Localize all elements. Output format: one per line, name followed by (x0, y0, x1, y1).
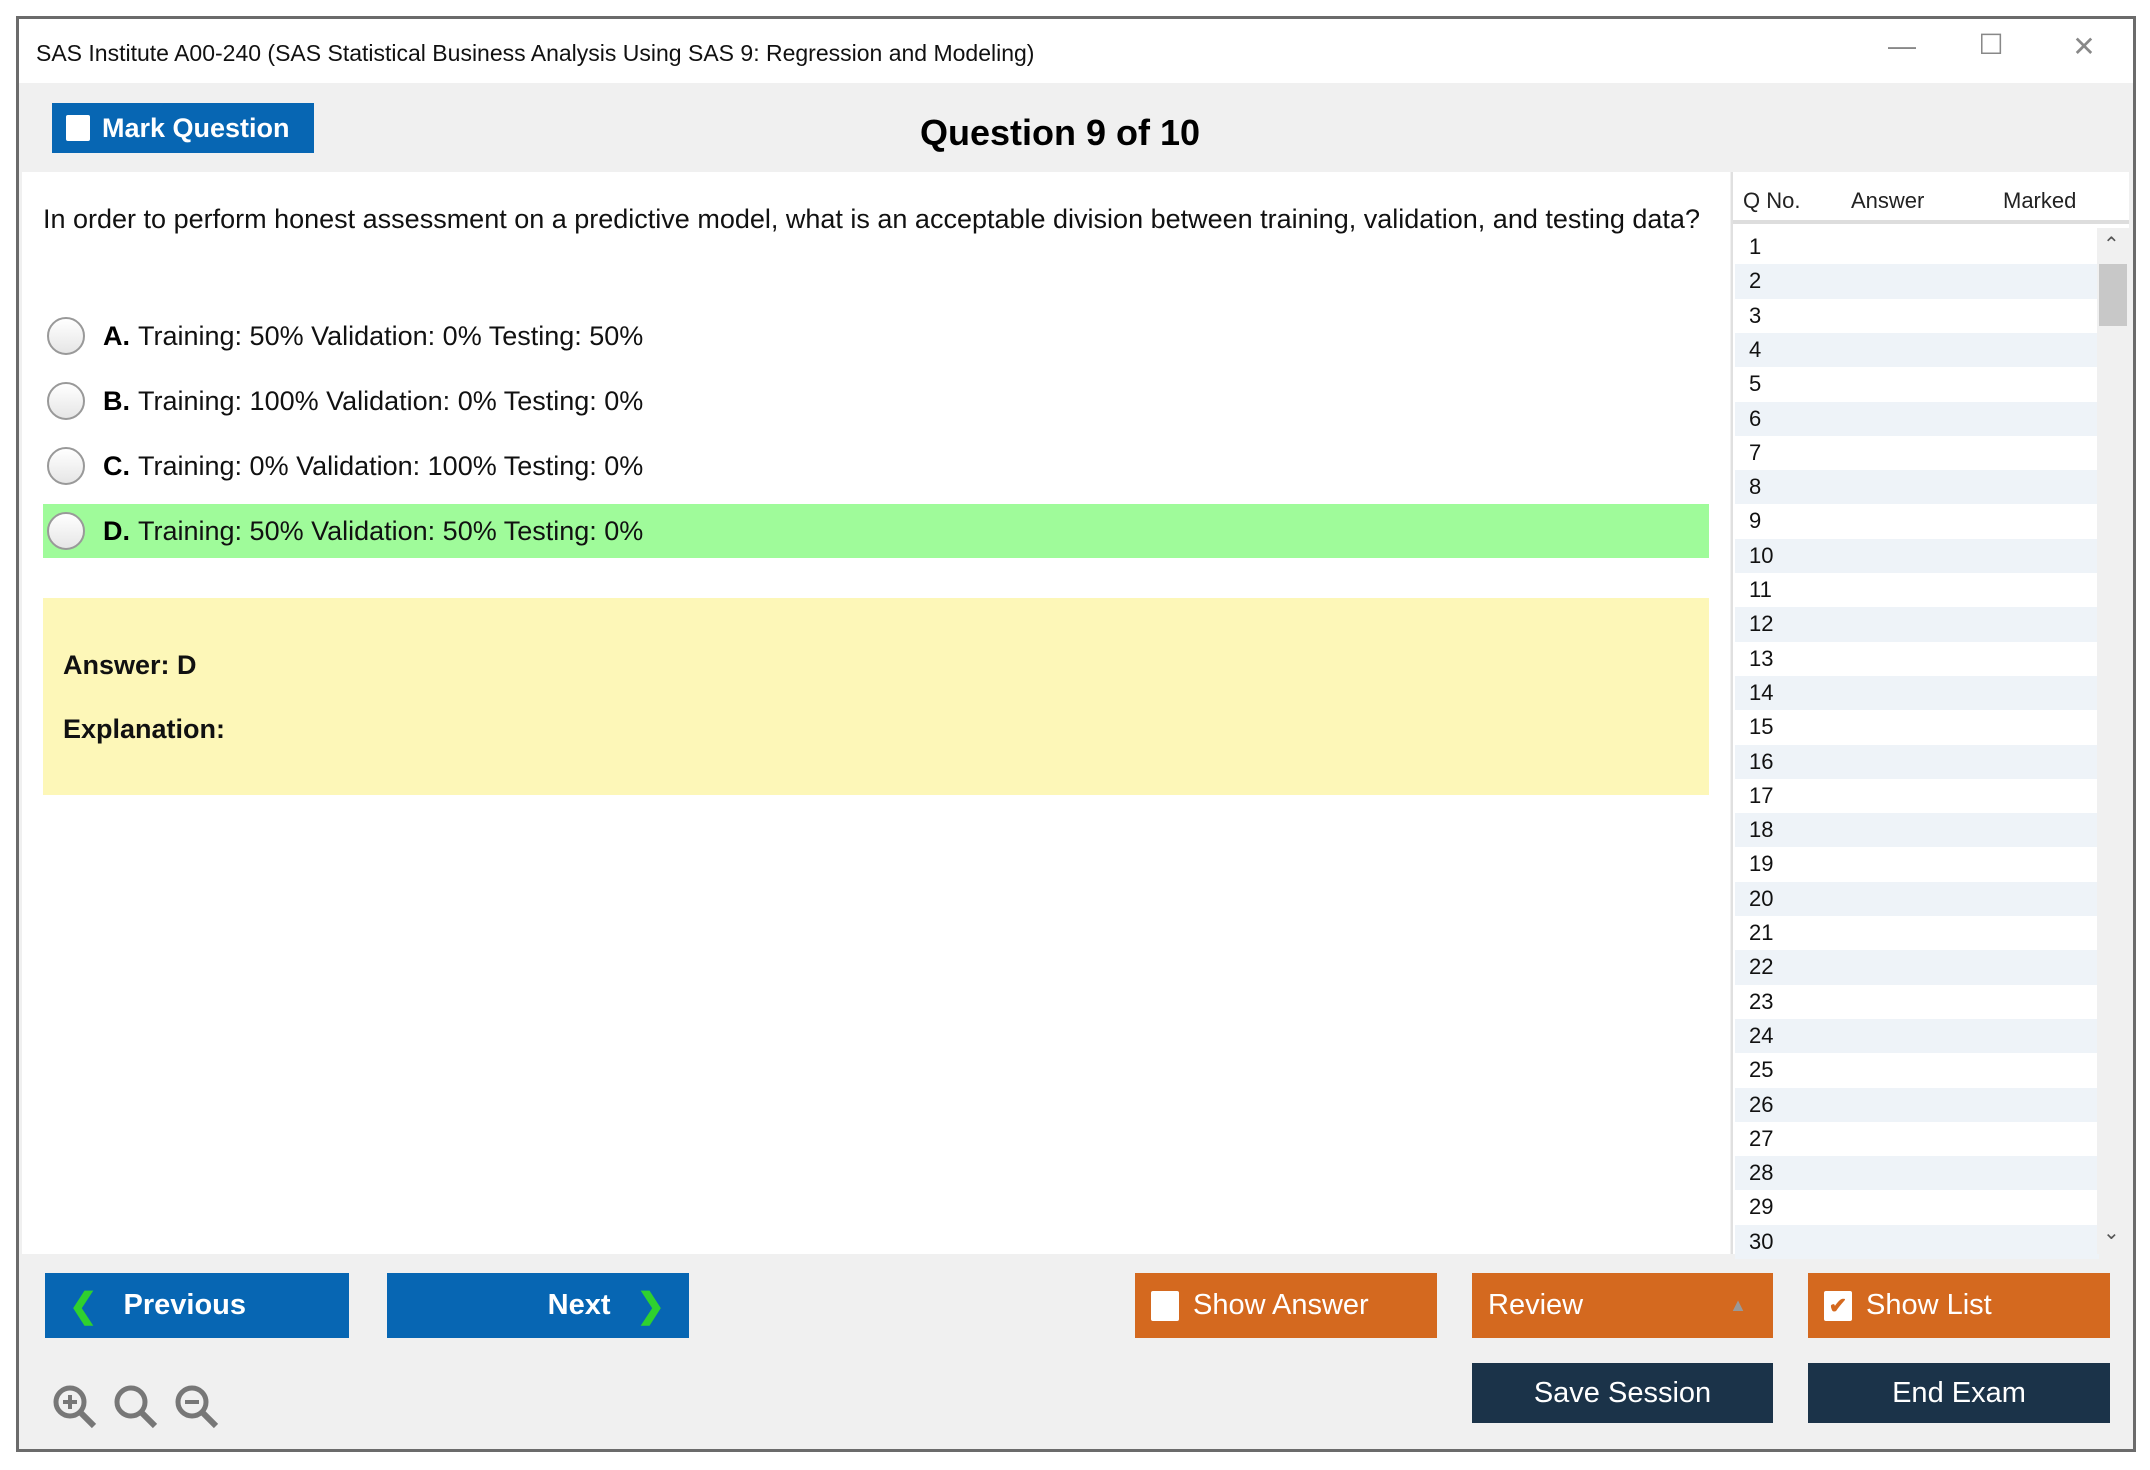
list-item[interactable]: 30 (1735, 1224, 2099, 1259)
list-item[interactable]: 15 (1749, 714, 1774, 740)
list-item[interactable]: 19 (1749, 851, 1774, 877)
option-d-correct[interactable]: D. Training: 50% Validation: 50% Testing:… (43, 504, 1709, 558)
option-b[interactable]: B. Training: 100% Validation: 0% Testing:… (43, 374, 1709, 428)
header-answer[interactable]: Answer (1851, 188, 1925, 213)
list-item[interactable]: 20 (1735, 881, 2099, 916)
previous-label: Previous (123, 1289, 247, 1321)
list-item[interactable]: 10 (1735, 538, 2099, 573)
close-icon[interactable]: ✕ (2072, 31, 2096, 62)
question-text: In order to perform honest assessment on… (43, 204, 1700, 234)
list-item[interactable]: 12 (1735, 607, 2099, 642)
list-item[interactable]: 18 (1735, 813, 2099, 848)
radio-button[interactable] (47, 512, 85, 550)
next-label: Next (547, 1289, 611, 1321)
radio-button[interactable] (47, 447, 85, 485)
header-qno[interactable]: Q No. (1743, 188, 1801, 213)
list-item[interactable]: 23 (1749, 988, 1774, 1014)
list-item[interactable]: 1 (1749, 234, 1762, 259)
option-a[interactable]: A. Training: 50% Validation: 0% Testing: … (43, 309, 1709, 363)
next-button[interactable]: Next ❯ (387, 1273, 689, 1338)
option-letter: C. (103, 450, 130, 481)
list-item[interactable]: 4 (1735, 332, 2099, 368)
option-letter: A. (103, 320, 130, 351)
radio-button[interactable] (47, 382, 85, 420)
scrollbar-thumb[interactable] (2099, 264, 2127, 326)
explanation-label: Explanation: (63, 714, 226, 744)
maximize-icon[interactable]: ☐ (1978, 29, 2004, 60)
list-item[interactable]: 2 (1735, 264, 2099, 299)
checkbox-checked-icon[interactable]: ✔ (1824, 1290, 1852, 1321)
answer-label: Answer: D (63, 650, 197, 680)
save-session-button[interactable]: Save Session (1472, 1363, 1773, 1423)
show-answer-label: Show Answer (1193, 1289, 1369, 1321)
list-item[interactable]: 28 (1735, 1156, 2099, 1191)
checkbox-icon[interactable] (1151, 1290, 1179, 1321)
list-item[interactable]: 29 (1749, 1194, 1774, 1220)
list-item[interactable]: 25 (1749, 1057, 1774, 1083)
chevron-right-icon: ❯ (636, 1286, 666, 1325)
list-item[interactable]: 26 (1735, 1087, 2099, 1122)
zoom-in-icon[interactable] (50, 1382, 98, 1430)
show-list-button[interactable]: ✔ Show List (1808, 1273, 2110, 1338)
list-item[interactable]: 5 (1749, 371, 1762, 397)
list-header: Q No. Answer Marked (1733, 176, 2129, 224)
title-bar (19, 19, 2133, 83)
list-item[interactable]: 16 (1735, 744, 2099, 779)
option-letter: D. (103, 515, 130, 546)
list-item[interactable]: 21 (1749, 920, 1774, 945)
list-item[interactable]: 14 (1735, 675, 2099, 711)
list-item[interactable]: 24 (1735, 1018, 2099, 1054)
review-dropdown[interactable]: Review ▲ (1472, 1273, 1773, 1338)
list-item[interactable]: 13 (1749, 645, 1774, 671)
window-title: SAS Institute A00-240 (SAS Statistical B… (36, 40, 1035, 66)
list-item[interactable]: 6 (1735, 401, 2099, 436)
scroll-up-icon[interactable]: ⌃ (2103, 234, 2120, 256)
minimize-icon[interactable]: — (1888, 30, 1916, 61)
mark-question-button[interactable]: Mark Question (52, 103, 314, 153)
zoom-reset-icon[interactable] (111, 1382, 159, 1430)
previous-button[interactable]: ❮ Previous (45, 1273, 349, 1338)
mark-question-label: Mark Question (102, 112, 290, 143)
list-item[interactable]: 8 (1735, 470, 2099, 505)
chevron-left-icon: ❮ (69, 1286, 98, 1325)
option-text: Training: 50% Validation: 50% Testing: 0… (138, 515, 644, 546)
option-text: Training: 100% Validation: 0% Testing: 0… (138, 385, 644, 416)
option-c[interactable]: C. Training: 0% Validation: 100% Testing:… (43, 439, 1709, 493)
list-scrollbar[interactable]: ⌃ ⌄ (2097, 228, 2129, 1254)
option-text: Training: 0% Validation: 100% Testing: 0… (138, 450, 644, 481)
zoom-out-icon[interactable] (172, 1382, 220, 1430)
list-item[interactable]: 11 (1749, 577, 1772, 602)
list-item[interactable]: 7 (1749, 439, 1762, 465)
list-item[interactable]: 17 (1749, 782, 1774, 808)
answer-box (43, 598, 1709, 795)
scroll-down-icon[interactable]: ⌄ (2103, 1222, 2120, 1244)
header-marked[interactable]: Marked (2003, 188, 2077, 213)
list-item[interactable]: 3 (1749, 302, 1762, 328)
show-answer-button[interactable]: Show Answer (1135, 1273, 1437, 1338)
question-list: Q No. Answer Marked 1 2 3 4 5 6 7 8 9 10 11 12 13 14 1… (1731, 172, 2129, 1259)
list-item[interactable]: 9 (1749, 508, 1762, 534)
list-item[interactable]: 22 (1735, 950, 2099, 985)
caret-up-icon: ▲ (1729, 1295, 1747, 1315)
option-text: Training: 50% Validation: 0% Testing: 50… (138, 320, 644, 351)
question-counter: Question 9 of 10 (919, 112, 1201, 153)
end-exam-button[interactable]: End Exam (1808, 1363, 2110, 1423)
option-letter: B. (103, 385, 130, 416)
review-label: Review (1488, 1289, 1584, 1321)
show-list-label: Show List (1866, 1289, 1992, 1321)
checkbox-icon (66, 115, 90, 141)
radio-button[interactable] (47, 317, 85, 355)
list-item[interactable]: 27 (1749, 1125, 1774, 1151)
